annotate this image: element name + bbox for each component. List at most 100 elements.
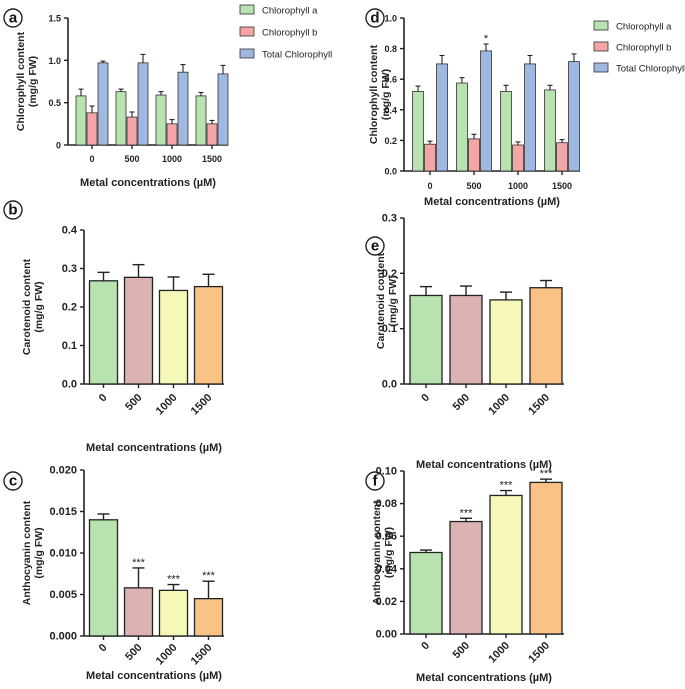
significance-marker: *** bbox=[540, 468, 554, 480]
x-tick-label: 500 bbox=[466, 181, 481, 191]
x-tick-label: 1500 bbox=[552, 181, 572, 191]
panel-label-circle bbox=[365, 236, 385, 256]
y-axis-title: Anthocyanin content(mg/g FW) bbox=[21, 500, 45, 605]
x-tick-label: 500 bbox=[451, 392, 472, 413]
bar-chlorophyll-b bbox=[424, 143, 436, 172]
y-tick-label: 0.1 bbox=[62, 340, 77, 352]
bar-chlorophyll-a bbox=[500, 91, 512, 172]
bar-500 bbox=[123, 276, 154, 385]
y-axis-title-line: Carotenoid content bbox=[375, 252, 387, 349]
y-tick-label: 0.6 bbox=[384, 75, 397, 85]
panel-label-circle bbox=[3, 471, 23, 491]
chart-panel-e: e 0.0 0.1 0.2 0.3 Carotenoid content(mg/g FW)… bbox=[365, 213, 564, 471]
bar-total-chlorophyll bbox=[524, 63, 536, 172]
bar-total-chlorophyll bbox=[480, 50, 492, 172]
y-tick-label: 0.2 bbox=[384, 136, 397, 146]
panel-label: d bbox=[370, 10, 379, 27]
bar-total-chlorophyll bbox=[436, 63, 448, 172]
legend-swatch bbox=[239, 48, 255, 59]
y-tick-label: 1.0 bbox=[384, 14, 397, 24]
x-tick-label: 0 bbox=[427, 181, 432, 191]
bar-chlorophyll-a bbox=[115, 91, 127, 146]
x-tick-label: 0 bbox=[97, 392, 110, 405]
panel-label-circle bbox=[365, 471, 385, 491]
bar-0 bbox=[409, 294, 443, 385]
x-tick-label: 1500 bbox=[526, 392, 552, 418]
panel-label: c bbox=[9, 473, 17, 490]
panel-label-circle bbox=[365, 8, 385, 28]
chart-panel-b: b 0.0 0.1 0.2 0.3 0.4 Carotenoid content(mg/g … bbox=[3, 200, 224, 454]
bar-1000 bbox=[489, 494, 523, 635]
bar-chlorophyll-b bbox=[166, 123, 178, 146]
x-tick-label: 1000 bbox=[162, 154, 182, 164]
y-tick-label: 0.10 bbox=[376, 466, 397, 478]
y-tick-label: 0.3 bbox=[62, 263, 77, 275]
significance-marker: *** bbox=[460, 507, 474, 519]
x-tick-label: 0 bbox=[419, 392, 432, 405]
y-tick-label: 1.5 bbox=[48, 14, 61, 24]
x-axis-title: Metal concentrations (µM) bbox=[80, 177, 216, 189]
bar-chlorophyll-a bbox=[195, 95, 207, 146]
x-tick-label: 500 bbox=[451, 640, 472, 661]
legend-swatch bbox=[593, 41, 609, 52]
y-axis-title-line: (mg/g FW) bbox=[383, 527, 395, 578]
y-tick-label: 0.8 bbox=[384, 44, 397, 54]
legend-swatch bbox=[239, 26, 255, 37]
chart-panel-d: d 0.0 0.2 0.4 0.6 0.8 1.0 Chlorophyll content(m… bbox=[365, 8, 685, 208]
y-axis-title: Carotenoid content(mg/g FW) bbox=[21, 258, 45, 355]
x-tick-label: 1000 bbox=[486, 392, 512, 418]
x-tick-label: 0 bbox=[97, 642, 110, 655]
bar-total-chlorophyll bbox=[97, 62, 109, 146]
bar-1000 bbox=[489, 299, 523, 385]
y-tick-label: 0.02 bbox=[376, 596, 397, 608]
y-axis-title-line: Anthocyanin content bbox=[21, 500, 33, 605]
bar-total-chlorophyll bbox=[217, 73, 229, 146]
legend-swatch bbox=[593, 62, 609, 73]
legend-entry: Chlorophyll b bbox=[262, 28, 317, 39]
panel-label-circle bbox=[3, 200, 23, 220]
y-tick-label: 0.04 bbox=[376, 563, 398, 575]
x-tick-label: 1000 bbox=[154, 642, 180, 668]
significance-marker: *** bbox=[500, 480, 514, 492]
y-axis-title-line: (mg/g FW) bbox=[27, 56, 39, 107]
y-tick-label: 0.2 bbox=[382, 268, 397, 280]
legend-entry: Chlorophyll a bbox=[616, 22, 672, 33]
legend-swatch bbox=[593, 20, 609, 31]
y-tick-label: 0.015 bbox=[49, 506, 77, 518]
x-axis-title: Metal concentrations (µM) bbox=[416, 459, 552, 471]
bar-1500 bbox=[529, 481, 563, 635]
y-tick-label: 0.06 bbox=[376, 531, 397, 543]
legend-swatch bbox=[239, 4, 255, 15]
panel-label: f bbox=[373, 473, 379, 490]
y-axis-title: Carotenoid content(mg/g FW) bbox=[375, 252, 399, 349]
chart-panel-f: f 0.00 0.02 0.04 0.06 0.08 0.10 Anthocyanin con… bbox=[365, 466, 564, 684]
x-tick-label: 1500 bbox=[189, 392, 215, 418]
y-tick-label: 0.2 bbox=[62, 302, 77, 314]
x-tick-label: 0 bbox=[89, 154, 94, 164]
x-tick-label: 1500 bbox=[526, 640, 552, 666]
chart-panel-c: c 0.000 0.005 0.010 0.015 0.020 Anthocyanin co… bbox=[3, 465, 224, 682]
bar-chlorophyll-b bbox=[206, 123, 218, 146]
y-axis-title-line: Chlorophyll content bbox=[368, 44, 380, 144]
y-axis-title-line: Chlorophyll content bbox=[15, 31, 27, 131]
x-axis-title: Metal concentrations (µM) bbox=[416, 672, 552, 684]
legend-entry: Chlorophyll a bbox=[262, 6, 318, 17]
panel-label-circle bbox=[3, 8, 23, 28]
y-tick-label: 0.020 bbox=[49, 465, 77, 477]
y-tick-label: 0.4 bbox=[384, 105, 397, 115]
y-axis-title-line: (mg/g FW) bbox=[380, 69, 392, 120]
x-tick-label: 1500 bbox=[189, 642, 215, 668]
x-axis-title: Metal concentrations (µM) bbox=[86, 442, 222, 454]
bar-500 bbox=[123, 587, 154, 637]
bar-1500 bbox=[529, 287, 563, 385]
y-axis-title: Chlorophyll content(mg/g FW) bbox=[368, 44, 392, 144]
y-tick-label: 0.0 bbox=[62, 379, 77, 391]
x-tick-label: 500 bbox=[124, 154, 139, 164]
y-axis-title-line: Carotenoid content bbox=[21, 258, 33, 355]
x-tick-label: 0 bbox=[419, 640, 432, 653]
bar-total-chlorophyll bbox=[177, 71, 189, 146]
bar-chlorophyll-a bbox=[412, 91, 424, 172]
y-tick-label: 0.4 bbox=[62, 225, 78, 237]
x-tick-label: 1000 bbox=[154, 392, 180, 418]
